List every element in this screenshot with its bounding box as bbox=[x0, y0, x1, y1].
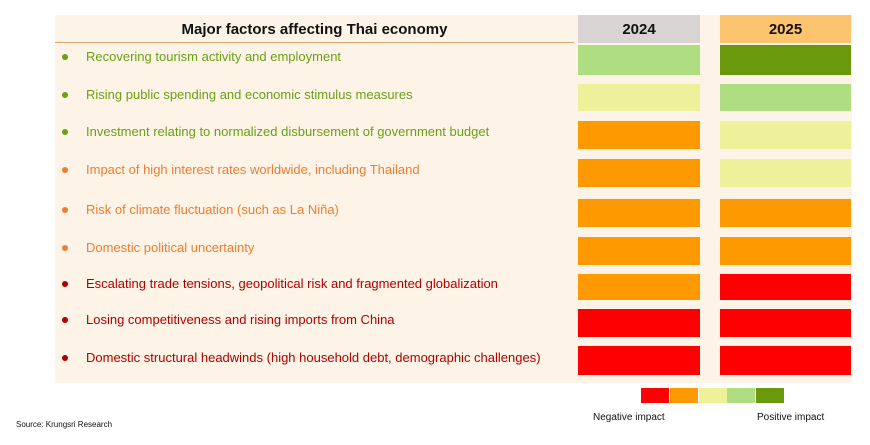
legend-negative-label: Negative impact bbox=[593, 412, 665, 423]
legend-swatch bbox=[727, 388, 755, 403]
factor-label: Rising public spending and economic stim… bbox=[86, 86, 413, 102]
factor-label: Investment relating to normalized disbur… bbox=[86, 124, 490, 139]
bullet-icon bbox=[62, 317, 68, 323]
heatmap-cell-2024 bbox=[578, 45, 700, 75]
factor-row: Domestic structural headwinds (high hous… bbox=[55, 348, 575, 368]
bullet-icon bbox=[62, 129, 68, 135]
heatmap-cell-2024 bbox=[578, 199, 700, 227]
bullet-icon bbox=[62, 167, 68, 173]
column-header-2025: 2025 bbox=[720, 15, 851, 43]
heatmap-cell-2024 bbox=[578, 237, 700, 265]
heatmap-cell-2025 bbox=[720, 159, 851, 187]
heatmap-cell-2024 bbox=[578, 159, 700, 187]
factor-row: Recovering tourism activity and employme… bbox=[55, 47, 575, 67]
bullet-icon bbox=[62, 207, 68, 213]
column-header-2024: 2024 bbox=[578, 15, 700, 43]
title-underline bbox=[55, 15, 574, 43]
heatmap-cell-2025 bbox=[720, 309, 851, 337]
source-note: Source: Krungsri Research bbox=[16, 420, 113, 429]
legend-swatch bbox=[641, 388, 669, 403]
bullet-icon bbox=[62, 281, 68, 287]
factor-label: Losing competitiveness and rising import… bbox=[86, 312, 395, 327]
chart-title: Major factors affecting Thai economy bbox=[181, 20, 448, 38]
factor-label: Impact of high interest rates worldwide,… bbox=[86, 162, 420, 177]
bullet-icon bbox=[62, 91, 68, 98]
factor-row: Impact of high interest rates worldwide,… bbox=[55, 160, 575, 180]
legend-swatch bbox=[670, 388, 698, 403]
heatmap-cell-2025 bbox=[720, 237, 851, 265]
bullet-icon bbox=[62, 54, 68, 60]
heatmap-cell-2025 bbox=[720, 199, 851, 227]
factor-label: Domestic political uncertainty bbox=[86, 240, 255, 255]
bullet-icon bbox=[62, 354, 68, 361]
legend-swatch bbox=[699, 388, 727, 403]
factor-label: Escalating trade tensions, geopolitical … bbox=[86, 276, 498, 291]
heatmap-cell-2025 bbox=[720, 346, 851, 375]
heatmap-cell-2024 bbox=[578, 84, 700, 111]
heatmap-cell-2024 bbox=[578, 274, 700, 300]
heatmap-cell-2025 bbox=[720, 84, 851, 111]
bullet-icon bbox=[62, 245, 68, 251]
heatmap-cell-2025 bbox=[720, 45, 851, 75]
factor-row: Losing competitiveness and rising import… bbox=[55, 310, 575, 330]
factor-row: Domestic political uncertainty bbox=[55, 238, 575, 258]
heatmap-cell-2024 bbox=[578, 346, 700, 375]
factor-row: Rising public spending and economic stim… bbox=[55, 85, 575, 105]
chart-panel bbox=[55, 15, 852, 383]
factor-label: Recovering tourism activity and employme… bbox=[86, 49, 342, 64]
legend-positive-label: Positive impact bbox=[757, 412, 825, 423]
factor-row: Investment relating to normalized disbur… bbox=[55, 122, 575, 142]
heatmap-cell-2024 bbox=[578, 309, 700, 337]
factor-row: Escalating trade tensions, geopolitical … bbox=[55, 274, 575, 294]
factor-label: Domestic structural headwinds (high hous… bbox=[86, 349, 541, 365]
heatmap-cell-2025 bbox=[720, 121, 851, 149]
factor-label: Risk of climate fluctuation (such as La … bbox=[86, 202, 339, 217]
legend-swatch bbox=[756, 388, 784, 403]
factor-row: Risk of climate fluctuation (such as La … bbox=[55, 200, 575, 220]
heatmap-cell-2025 bbox=[720, 274, 851, 300]
heatmap-cell-2024 bbox=[578, 121, 700, 149]
